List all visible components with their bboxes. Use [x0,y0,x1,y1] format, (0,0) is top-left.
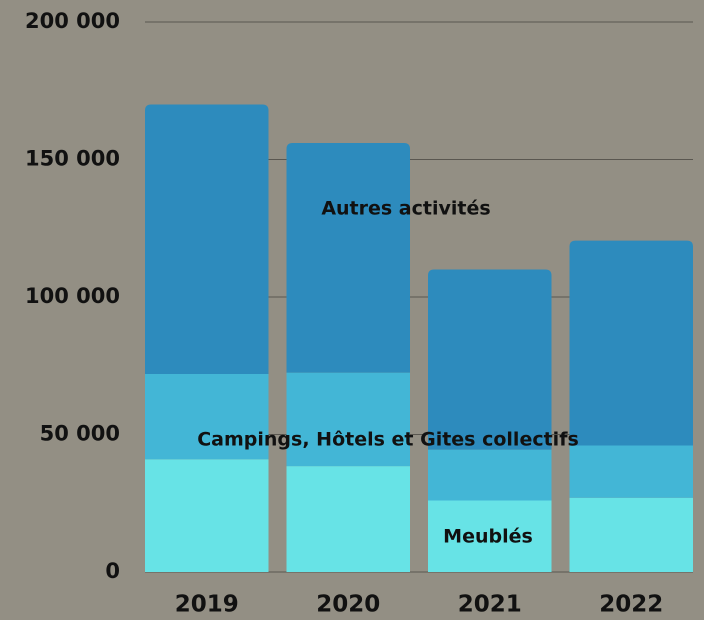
series-label: Campings, Hôtels et Gites collectifs [197,429,579,451]
x-tick-label: 2021 [458,592,522,618]
bar-segment [286,372,410,467]
bar-segment [286,466,410,572]
bar-segment [569,445,693,498]
bar-segment [145,459,269,572]
y-tick-label: 200 000 [25,9,120,33]
bar-segment [145,104,269,374]
series-label: Autres activités [321,198,490,220]
y-tick-label: 50 000 [40,422,120,446]
bar-segment [145,374,269,460]
series-label: Meublés [443,526,533,548]
bar-segment [428,449,552,501]
y-tick-label: 0 [105,559,120,583]
bar-segment [286,143,410,373]
y-tick-label: 150 000 [25,147,120,171]
x-tick-label: 2020 [316,592,380,618]
bar-segment [428,269,552,450]
bar-segment [428,500,552,572]
bar-segment [569,240,693,446]
bar-segment [569,497,693,572]
x-tick-label: 2019 [175,592,239,618]
x-tick-label: 2022 [599,592,663,618]
y-tick-label: 100 000 [25,284,120,308]
